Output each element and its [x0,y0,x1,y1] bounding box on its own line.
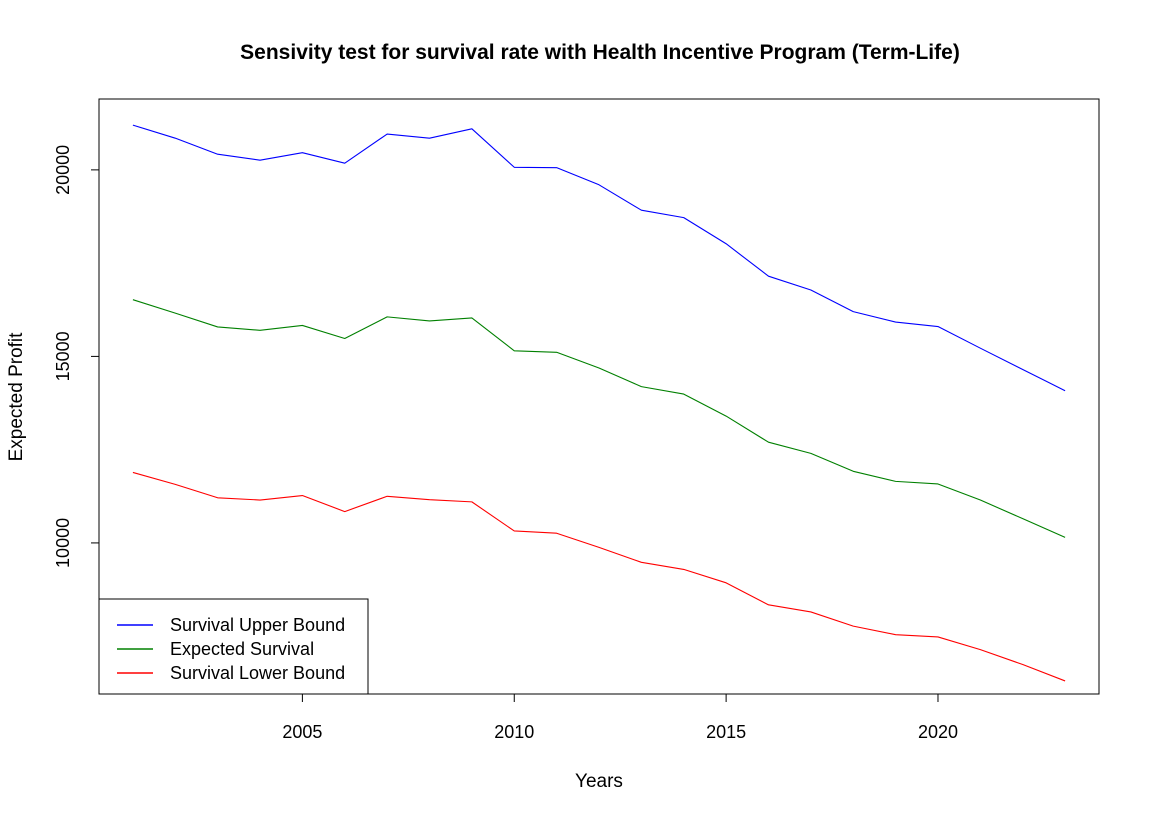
plot-frame [98,98,1100,695]
y-tick-label: 15000 [53,331,73,381]
legend: Survival Upper Bound Expected Survival Sur… [98,598,369,695]
y-tick-label: 20000 [53,145,73,195]
series-line-expected-survival [132,299,1066,538]
y-axis-label: Expected Profit [6,332,27,462]
x-tick-label: 2015 [706,722,746,742]
x-tick-label: 2020 [918,722,958,742]
series-line-survival-lower-bound [132,471,1066,682]
chart-title: Sensivity test for survival rate with He… [240,41,960,64]
x-axis: 2005 2010 2015 2020 [282,694,958,742]
legend-label: Survival Upper Bound [170,615,345,635]
series-line-survival-upper-bound [132,124,1066,392]
y-tick-label: 10000 [53,518,73,568]
x-axis-label: Years [575,771,623,792]
legend-box [98,598,369,695]
series-layer [132,124,1066,682]
x-tick-label: 2010 [494,722,534,742]
legend-label: Expected Survival [170,639,314,659]
x-tick-label: 2005 [282,722,322,742]
legend-label: Survival Lower Bound [170,663,345,683]
y-axis: 10000 15000 20000 [53,145,99,568]
